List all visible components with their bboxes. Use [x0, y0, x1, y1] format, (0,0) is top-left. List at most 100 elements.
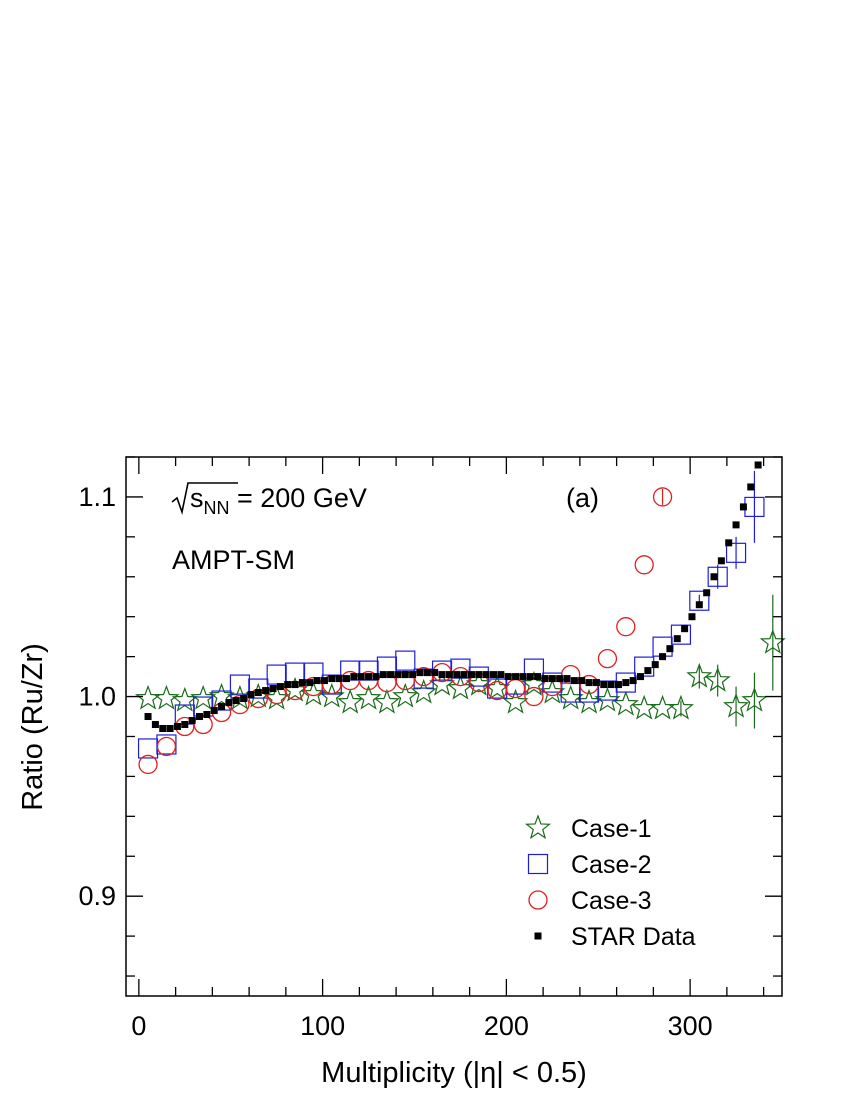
- data-point: [134, 684, 162, 710]
- data-point: [695, 601, 703, 609]
- x-tick-label: 0: [131, 1011, 146, 1041]
- data-point: [534, 673, 542, 681]
- data-point: [335, 675, 343, 683]
- data-point: [612, 690, 639, 716]
- data-point: [585, 679, 593, 687]
- data-point: [723, 692, 750, 718]
- data-point: [487, 680, 507, 701]
- data-point: [629, 677, 637, 685]
- data-point: [340, 660, 361, 681]
- data-point: [156, 736, 177, 757]
- data-point: [614, 681, 622, 689]
- legend-marker: [534, 932, 542, 940]
- data-point: [431, 669, 439, 677]
- data-point: [357, 673, 365, 681]
- legend-marker: [524, 814, 552, 840]
- data-point: [181, 721, 189, 729]
- data-point: [526, 673, 534, 681]
- data-point: [171, 686, 198, 712]
- data-point: [594, 686, 621, 712]
- data-point: [717, 557, 725, 565]
- data-point: [196, 713, 204, 721]
- data-point: [151, 721, 159, 729]
- data-point: [138, 754, 158, 775]
- legend-label: Case-1: [571, 815, 652, 843]
- data-point: [229, 674, 251, 695]
- data-point: [649, 694, 676, 720]
- data-point: [387, 671, 395, 679]
- data-point: [597, 648, 618, 669]
- data-point: [563, 675, 571, 683]
- data-point: [318, 682, 345, 708]
- data-point: [328, 675, 336, 683]
- data-point: [725, 542, 747, 563]
- data-point: [193, 714, 213, 735]
- data-point: [704, 666, 731, 692]
- plot-frame: [125, 456, 783, 997]
- energy-prefix: s: [190, 483, 204, 513]
- data-point: [747, 483, 755, 491]
- data-point: [392, 682, 419, 708]
- data-point: [173, 723, 181, 730]
- data-point: [754, 461, 762, 469]
- data-point: [267, 684, 287, 705]
- data-point: [707, 566, 728, 587]
- data-point: [502, 688, 529, 714]
- series-case-2: [137, 470, 765, 759]
- model-label: AMPT-SM: [172, 545, 295, 575]
- energy-value: = 200 GeV: [230, 483, 367, 513]
- data-point: [570, 677, 578, 685]
- data-point: [505, 678, 526, 699]
- y-axis-title: Ratio (Ru/Zr): [17, 643, 49, 811]
- data-point: [453, 671, 461, 679]
- legend-marker: [528, 890, 548, 910]
- data-point: [670, 624, 692, 645]
- data-point: [269, 685, 277, 693]
- data-point: [232, 697, 240, 705]
- data-point: [262, 687, 270, 695]
- data-point: [622, 679, 630, 687]
- x-tick-label: 100: [300, 1011, 345, 1041]
- series-case-1: [134, 594, 786, 729]
- data-point: [156, 734, 177, 755]
- data-point: [592, 679, 600, 687]
- data-point: [210, 707, 218, 715]
- series-star-data: [144, 461, 762, 732]
- sqrt-symbol: [171, 482, 238, 515]
- legend-item: Case-3: [528, 887, 652, 915]
- legend-label: STAR Data: [571, 923, 696, 951]
- data-point: [416, 669, 424, 677]
- data-point: [732, 521, 740, 529]
- x-tick-label: 200: [484, 1011, 529, 1041]
- data-point: [686, 662, 713, 688]
- energy-subscript: NN: [204, 498, 230, 518]
- data-point: [651, 661, 659, 669]
- legend-item: Case-2: [527, 851, 652, 879]
- data-point: [644, 667, 652, 675]
- data-point: [460, 671, 468, 679]
- data-point: [247, 691, 255, 699]
- legend-marker: [527, 853, 549, 875]
- data-point: [188, 717, 196, 725]
- data-point: [597, 680, 618, 701]
- data-point: [524, 686, 544, 707]
- data-point: [203, 711, 211, 719]
- data-point: [673, 635, 681, 643]
- data-point: [541, 675, 549, 683]
- data-point: [240, 695, 248, 703]
- data-point: [276, 683, 284, 691]
- data-point: [659, 653, 667, 661]
- data-point: [504, 673, 512, 681]
- data-point: [490, 671, 498, 679]
- data-point: [652, 487, 673, 507]
- data-point: [634, 555, 654, 575]
- data-point: [409, 671, 417, 679]
- data-point: [710, 573, 718, 581]
- data-point: [401, 671, 409, 679]
- data-point: [561, 664, 581, 685]
- y-tick-label: 1.1: [78, 482, 116, 512]
- data-point: [355, 684, 382, 710]
- data-point: [482, 671, 490, 679]
- series-case-3: [138, 487, 673, 775]
